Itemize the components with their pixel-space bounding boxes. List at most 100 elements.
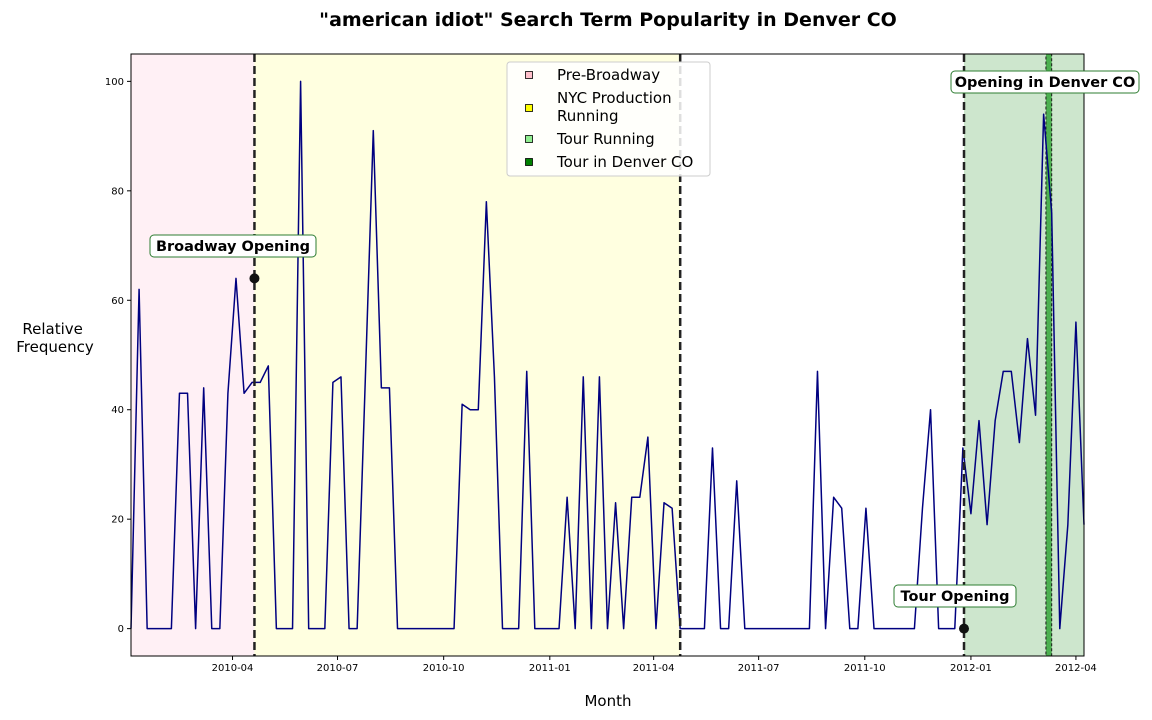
data-point	[154, 628, 156, 630]
data-point	[663, 502, 665, 504]
data-point	[744, 628, 746, 630]
annotation-box	[149, 234, 317, 258]
data-point	[1067, 524, 1069, 526]
data-point	[494, 376, 496, 378]
data-point	[348, 628, 350, 630]
series-line-layer	[130, 80, 1085, 630]
event-marker	[249, 273, 260, 284]
data-point	[849, 628, 851, 630]
legend-swatch	[525, 158, 533, 166]
legend-label: Pre-Broadway	[557, 66, 660, 84]
data-point	[235, 278, 237, 280]
data-point	[768, 628, 770, 630]
data-point	[825, 628, 827, 630]
y-tick-label: 80	[111, 186, 124, 197]
data-point	[938, 628, 940, 630]
x-axis-label: Month	[584, 692, 631, 710]
data-point	[809, 628, 811, 630]
data-point	[542, 628, 544, 630]
legend-entry-pre-broadway: Pre-Broadway	[525, 66, 660, 84]
annotation-text: Opening in Denver CO	[955, 75, 1136, 91]
data-point	[316, 628, 318, 630]
data-point	[179, 393, 181, 395]
data-point	[922, 507, 924, 509]
legend-label: NYC Production Running	[557, 89, 672, 125]
data-point	[679, 628, 681, 630]
data-point	[332, 382, 334, 384]
x-tick-label: 2011-01	[529, 663, 571, 674]
data-point	[970, 513, 972, 515]
x-tick-label: 2011-10	[844, 663, 886, 674]
data-point	[340, 376, 342, 378]
data-point	[146, 628, 148, 630]
y-axis-label: Relative Frequency	[16, 320, 94, 356]
data-point	[389, 387, 391, 389]
data-point	[1075, 321, 1077, 323]
data-point	[324, 628, 326, 630]
data-point	[639, 496, 641, 498]
data-point	[267, 365, 269, 367]
annotation-text: Broadway Opening	[156, 239, 310, 255]
annotation-box	[893, 584, 1017, 608]
data-point	[364, 382, 366, 384]
data-point	[687, 628, 689, 630]
data-point	[372, 130, 374, 132]
data-point	[445, 628, 447, 630]
x-axis-ticks: 2010-04 2010-07 2010-10 2011-01 2011-04 2011-…	[212, 656, 1097, 674]
legend: Pre-Broadway NYC Production Running Tour Ru…	[506, 61, 711, 177]
data-point	[873, 628, 875, 630]
data-point	[308, 628, 310, 630]
event-markers	[249, 273, 970, 634]
legend-label: Tour Running	[556, 130, 655, 148]
data-point	[712, 447, 714, 449]
y-tick-label: 20	[111, 515, 124, 526]
legend-box	[506, 61, 711, 177]
data-point	[833, 496, 835, 498]
legend-entry-tour-running: Tour Running	[525, 130, 655, 148]
chart-title: "american idiot" Search Term Popularity …	[319, 9, 897, 31]
data-point	[881, 628, 883, 630]
y-tick-label: 40	[111, 405, 124, 416]
data-point	[1035, 414, 1037, 416]
data-point	[615, 502, 617, 504]
data-point	[599, 376, 601, 378]
y-axis-ticks: 0 20 40 60 80 100	[105, 77, 131, 635]
data-point	[477, 409, 479, 411]
data-point	[1043, 113, 1045, 115]
data-point	[760, 628, 762, 630]
data-point	[413, 628, 415, 630]
data-point	[429, 628, 431, 630]
x-tick-label: 2011-04	[633, 663, 675, 674]
data-point	[292, 628, 294, 630]
data-point	[986, 524, 988, 526]
annotation-broadway-opening: Broadway Opening	[149, 234, 317, 258]
x-tick-label: 2011-07	[738, 663, 780, 674]
annotation-tour-opening: Tour Opening	[893, 584, 1017, 608]
data-point	[510, 628, 512, 630]
data-point	[994, 420, 996, 422]
data-point	[776, 628, 778, 630]
data-point	[647, 436, 649, 438]
data-point	[259, 382, 261, 384]
data-point	[558, 628, 560, 630]
data-point	[671, 507, 673, 509]
y-axis-label-line-1: Relative	[22, 320, 83, 338]
data-point	[203, 387, 205, 389]
data-point	[211, 628, 213, 630]
x-tick-label: 2010-04	[212, 663, 254, 674]
data-point	[736, 480, 738, 482]
data-point	[421, 628, 423, 630]
data-point	[251, 382, 253, 384]
data-point	[704, 628, 706, 630]
legend-swatch	[525, 71, 533, 79]
data-point	[906, 628, 908, 630]
data-point	[461, 403, 463, 405]
data-point	[381, 387, 383, 389]
data-point	[623, 628, 625, 630]
data-point	[1002, 371, 1004, 373]
data-point	[655, 628, 657, 630]
data-point	[502, 628, 504, 630]
data-point	[397, 628, 399, 630]
data-point	[300, 81, 302, 83]
data-point	[752, 628, 754, 630]
